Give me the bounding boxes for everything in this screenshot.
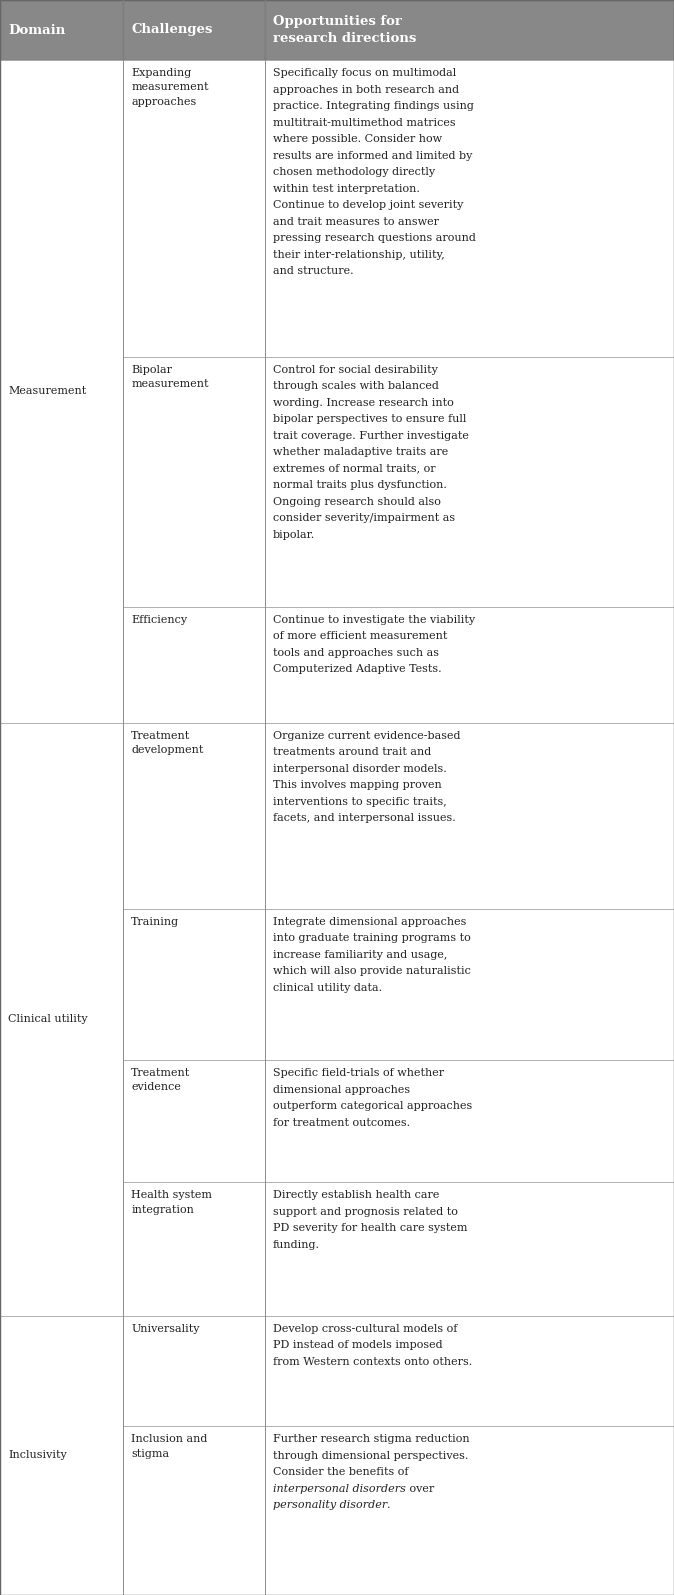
Text: Health system
integration: Health system integration bbox=[131, 1190, 212, 1214]
Text: whether maladaptive traits are: whether maladaptive traits are bbox=[273, 447, 448, 458]
Text: Training: Training bbox=[131, 917, 179, 927]
Text: Inclusivity: Inclusivity bbox=[8, 1450, 67, 1461]
Text: Challenges: Challenges bbox=[131, 24, 213, 37]
Bar bbox=[123, 357, 265, 606]
Bar bbox=[123, 1061, 265, 1182]
Text: This involves mapping proven: This involves mapping proven bbox=[273, 780, 441, 791]
Text: interpersonal disorders: interpersonal disorders bbox=[273, 1483, 406, 1495]
Text: Clinical utility: Clinical utility bbox=[8, 1014, 88, 1024]
Text: Efficiency: Efficiency bbox=[131, 614, 187, 625]
Text: Specific field-trials of whether: Specific field-trials of whether bbox=[273, 1069, 444, 1078]
Text: Continue to develop joint severity: Continue to develop joint severity bbox=[273, 201, 463, 211]
Text: Measurement: Measurement bbox=[8, 386, 86, 397]
Text: multitrait-multimethod matrices: multitrait-multimethod matrices bbox=[273, 118, 456, 128]
Text: and trait measures to answer: and trait measures to answer bbox=[273, 217, 439, 226]
Text: where possible. Consider how: where possible. Consider how bbox=[273, 134, 442, 144]
Text: Specifically focus on multimodal: Specifically focus on multimodal bbox=[273, 69, 456, 78]
Bar bbox=[265, 1426, 674, 1595]
Bar bbox=[123, 1426, 265, 1595]
Text: personality disorder: personality disorder bbox=[273, 1501, 387, 1510]
Text: Further research stigma reduction: Further research stigma reduction bbox=[273, 1434, 470, 1445]
Text: tools and approaches such as: tools and approaches such as bbox=[273, 648, 439, 657]
Text: funding.: funding. bbox=[273, 1239, 320, 1250]
Text: interventions to specific traits,: interventions to specific traits, bbox=[273, 798, 447, 807]
Text: bipolar.: bipolar. bbox=[273, 530, 315, 539]
Text: of more efficient measurement: of more efficient measurement bbox=[273, 632, 448, 641]
Text: over: over bbox=[406, 1483, 434, 1495]
Text: Universality: Universality bbox=[131, 1324, 200, 1333]
Text: clinical utility data.: clinical utility data. bbox=[273, 983, 382, 994]
Text: from Western contexts onto others.: from Western contexts onto others. bbox=[273, 1357, 472, 1367]
Text: Ongoing research should also: Ongoing research should also bbox=[273, 496, 441, 507]
Bar bbox=[0, 0, 123, 61]
Text: Directly establish health care: Directly establish health care bbox=[273, 1190, 439, 1199]
Text: through dimensional perspectives.: through dimensional perspectives. bbox=[273, 1451, 468, 1461]
Text: Integrate dimensional approaches: Integrate dimensional approaches bbox=[273, 917, 466, 927]
Text: facets, and interpersonal issues.: facets, and interpersonal issues. bbox=[273, 813, 456, 823]
Text: trait coverage. Further investigate: trait coverage. Further investigate bbox=[273, 431, 468, 440]
Text: increase familiarity and usage,: increase familiarity and usage, bbox=[273, 951, 448, 960]
Text: PD instead of models imposed: PD instead of models imposed bbox=[273, 1340, 443, 1351]
Bar bbox=[265, 1316, 674, 1426]
Bar bbox=[265, 357, 674, 606]
Text: Develop cross-cultural models of: Develop cross-cultural models of bbox=[273, 1324, 457, 1333]
Text: pressing research questions around: pressing research questions around bbox=[273, 233, 476, 244]
Text: consider severity/impairment as: consider severity/impairment as bbox=[273, 514, 455, 523]
Bar bbox=[265, 606, 674, 723]
Text: Computerized Adaptive Tests.: Computerized Adaptive Tests. bbox=[273, 664, 441, 675]
Bar bbox=[123, 61, 265, 357]
Bar bbox=[265, 1182, 674, 1316]
Text: wording. Increase research into: wording. Increase research into bbox=[273, 397, 454, 408]
Bar bbox=[123, 0, 265, 61]
Text: Opportunities for
research directions: Opportunities for research directions bbox=[273, 16, 417, 45]
Bar bbox=[123, 1316, 265, 1426]
Text: treatments around trait and: treatments around trait and bbox=[273, 748, 431, 758]
Text: and structure.: and structure. bbox=[273, 266, 353, 276]
Text: Treatment
development: Treatment development bbox=[131, 731, 204, 756]
Text: bipolar perspectives to ensure full: bipolar perspectives to ensure full bbox=[273, 415, 466, 424]
Text: through scales with balanced: through scales with balanced bbox=[273, 381, 439, 391]
Bar bbox=[265, 1061, 674, 1182]
Bar bbox=[0, 723, 123, 1316]
Text: normal traits plus dysfunction.: normal traits plus dysfunction. bbox=[273, 480, 447, 490]
Text: outperform categorical approaches: outperform categorical approaches bbox=[273, 1101, 472, 1112]
Bar bbox=[123, 606, 265, 723]
Text: Organize current evidence-based: Organize current evidence-based bbox=[273, 731, 460, 740]
Text: into graduate training programs to: into graduate training programs to bbox=[273, 933, 470, 943]
Text: .: . bbox=[387, 1501, 391, 1510]
Bar bbox=[265, 723, 674, 909]
Text: support and prognosis related to: support and prognosis related to bbox=[273, 1207, 458, 1217]
Text: Inclusion and
stigma: Inclusion and stigma bbox=[131, 1434, 208, 1459]
Text: Expanding
measurement
approaches: Expanding measurement approaches bbox=[131, 69, 209, 107]
Text: results are informed and limited by: results are informed and limited by bbox=[273, 150, 472, 161]
Bar bbox=[0, 61, 123, 723]
Text: their inter-relationship, utility,: their inter-relationship, utility, bbox=[273, 250, 445, 260]
Text: which will also provide naturalistic: which will also provide naturalistic bbox=[273, 967, 470, 976]
Text: approaches in both research and: approaches in both research and bbox=[273, 85, 459, 94]
Bar bbox=[123, 723, 265, 909]
Text: Treatment
evidence: Treatment evidence bbox=[131, 1069, 191, 1093]
Text: Control for social desirability: Control for social desirability bbox=[273, 365, 437, 375]
Text: dimensional approaches: dimensional approaches bbox=[273, 1085, 410, 1094]
Text: Bipolar
measurement: Bipolar measurement bbox=[131, 365, 209, 389]
Bar bbox=[265, 61, 674, 357]
Text: chosen methodology directly: chosen methodology directly bbox=[273, 167, 435, 177]
Bar bbox=[123, 909, 265, 1061]
Bar bbox=[0, 1316, 123, 1595]
Bar bbox=[123, 1182, 265, 1316]
Text: PD severity for health care system: PD severity for health care system bbox=[273, 1223, 467, 1233]
Text: Domain: Domain bbox=[8, 24, 65, 37]
Text: for treatment outcomes.: for treatment outcomes. bbox=[273, 1118, 410, 1128]
Text: within test interpretation.: within test interpretation. bbox=[273, 183, 420, 193]
Text: interpersonal disorder models.: interpersonal disorder models. bbox=[273, 764, 447, 774]
Bar bbox=[265, 0, 674, 61]
Bar bbox=[265, 909, 674, 1061]
Text: Consider the benefits of: Consider the benefits of bbox=[273, 1467, 408, 1477]
Text: Continue to investigate the viability: Continue to investigate the viability bbox=[273, 614, 475, 625]
Text: extremes of normal traits, or: extremes of normal traits, or bbox=[273, 464, 435, 474]
Text: practice. Integrating findings using: practice. Integrating findings using bbox=[273, 100, 474, 112]
